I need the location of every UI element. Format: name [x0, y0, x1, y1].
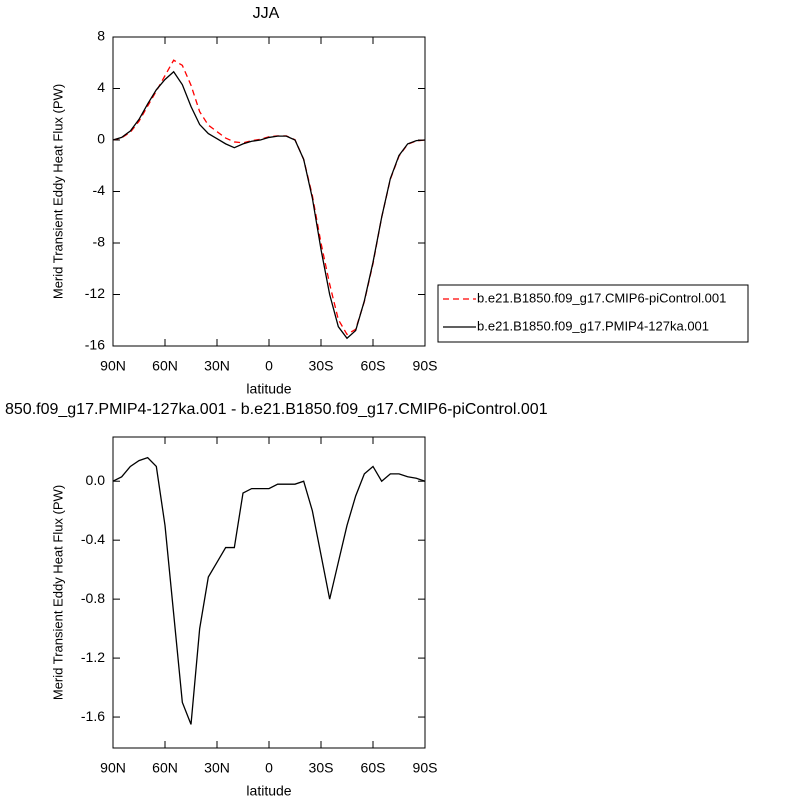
x-tick-label: 30N	[204, 760, 230, 776]
x-tick-label: 90S	[413, 358, 438, 374]
y-tick-label: 0	[97, 131, 105, 147]
chart-title: JJA	[253, 5, 280, 22]
x-tick-label: 90S	[413, 760, 438, 776]
x-tick-label: 30N	[204, 358, 230, 374]
x-tick-label: 30S	[309, 358, 334, 374]
y-tick-label: -0.4	[81, 531, 105, 547]
x-tick-label: 30S	[309, 760, 334, 776]
x-axis-label: latitude	[246, 381, 291, 397]
y-tick-label: -8	[93, 234, 106, 250]
x-tick-label: 60N	[152, 760, 178, 776]
x-tick-label: 0	[265, 358, 273, 374]
y-tick-label: 8	[97, 28, 105, 44]
y-tick-label: 0.0	[86, 472, 106, 488]
x-axis-label: latitude	[246, 783, 291, 799]
data-line	[112, 70, 426, 340]
plot-frame	[112, 36, 426, 347]
legend-box	[437, 284, 749, 343]
legend-label: b.e21.B1850.f09_g17.PMIP4-127ka.001	[477, 318, 709, 333]
y-tick-label: -1.2	[81, 649, 105, 665]
data-line	[112, 456, 426, 725]
y-tick-label: -0.8	[81, 590, 105, 606]
x-tick-label: 0	[265, 760, 273, 776]
plot-frame	[112, 436, 426, 749]
y-tick-label: -1.6	[81, 708, 105, 724]
x-tick-label: 60N	[152, 358, 178, 374]
x-tick-label: 60S	[361, 760, 386, 776]
x-tick-label: 90N	[100, 358, 126, 374]
y-tick-label: -16	[85, 337, 105, 353]
y-axis-label: Merid Transient Eddy Heat Flux (PW)	[50, 485, 65, 700]
y-tick-label: -4	[93, 182, 106, 198]
data-line	[112, 59, 426, 336]
y-axis-label: Merid Transient Eddy Heat Flux (PW)	[50, 84, 65, 299]
chart-title: 850.f09_g17.PMIP4-127ka.001 - b.e21.B185…	[5, 401, 548, 418]
y-tick-label: 4	[97, 79, 105, 95]
legend-label: b.e21.B1850.f09_g17.CMIP6-piControl.001	[477, 290, 726, 305]
x-tick-label: 90N	[100, 760, 126, 776]
y-tick-label: -12	[85, 285, 105, 301]
x-tick-label: 60S	[361, 358, 386, 374]
